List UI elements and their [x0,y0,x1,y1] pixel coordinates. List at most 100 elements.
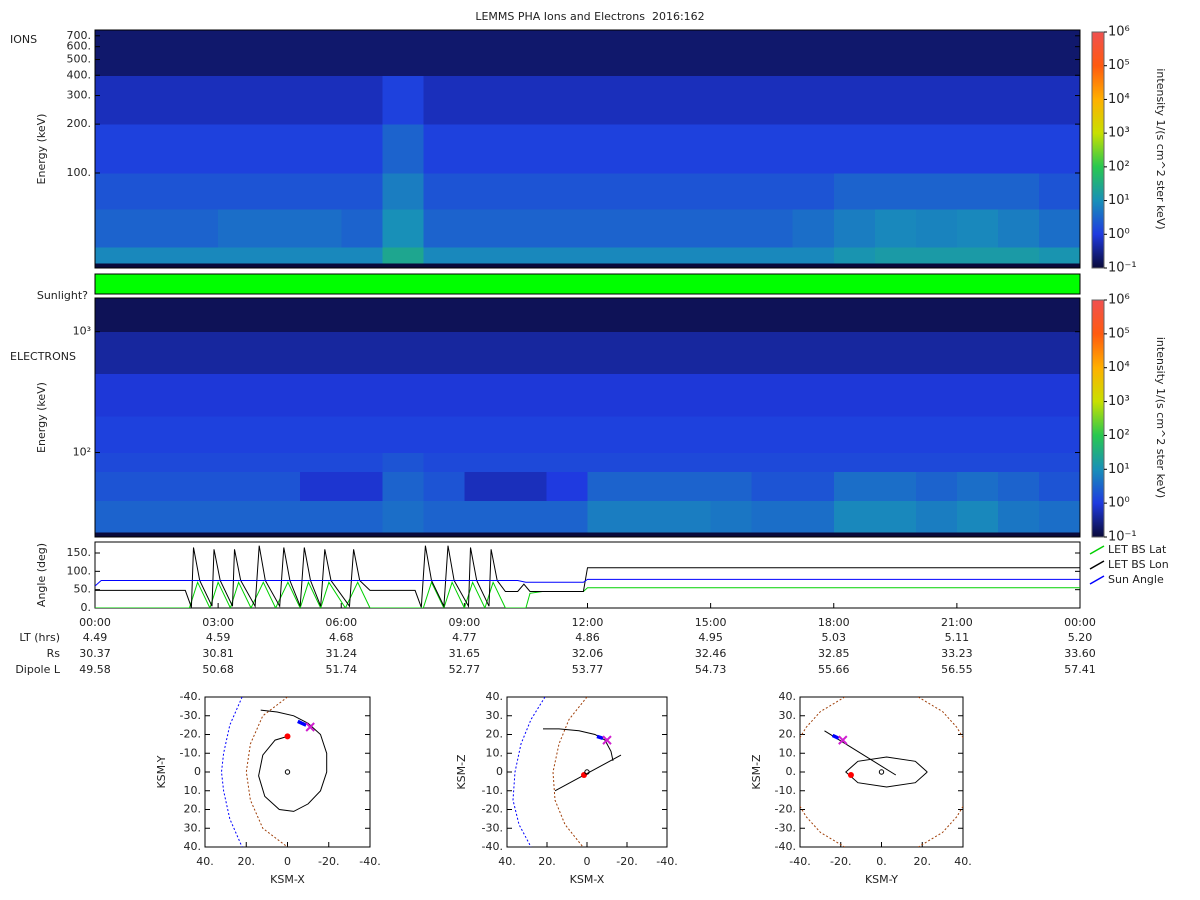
heatmap-cell [833,75,876,125]
heatmap-cell [751,209,794,248]
heatmap-cell [300,173,342,210]
y-tick-label: 50. [74,583,92,596]
heatmap-cell [587,173,630,210]
heatmap-cell [382,471,424,502]
heatmap-cell [669,124,712,174]
heatmap-cell [300,298,342,333]
heatmap-cell [300,500,342,533]
heatmap-cell [669,209,712,248]
x-axis-label: KSM-Y [865,873,898,886]
heatmap-cell [259,75,301,125]
heatmap-cell [874,173,917,210]
heatmap-cell [587,298,630,333]
ephemeris-value: 57.41 [1064,663,1096,676]
heatmap-cell [177,124,219,174]
heatmap-cell [464,331,506,375]
heatmap-cell [997,298,1040,333]
y-tick-label: 40. [486,690,504,703]
heatmap-cell [915,75,958,125]
heatmap-cell [300,531,342,538]
x-tick-label: 12:00 [572,616,604,629]
heatmap-cell [300,452,342,472]
x-tick-label: 09:00 [449,616,481,629]
heatmap-cell [136,331,178,375]
y-tick-label: -10. [775,784,796,797]
heatmap-cell [423,262,465,269]
heatmap-cell [505,173,547,210]
heatmap-cell [833,373,876,417]
heatmap-cell [259,209,301,248]
y-tick-label: 20. [184,803,202,816]
heatmap-cell [997,331,1040,375]
heatmap-cell [177,209,219,248]
heatmap-cell [464,262,506,269]
heatmap-cell [915,531,958,538]
heatmap-cell [956,75,999,125]
heatmap-cell [915,247,958,264]
colorbar-tick-label: 10⁰ [1108,496,1130,511]
heatmap-cell [997,75,1040,125]
heatmap-cell [382,373,424,417]
heatmap-cell [669,247,712,264]
series-line [596,734,604,740]
heatmap-cell [628,471,671,502]
series-line [245,697,288,847]
colorbar-tick-label: 10⁶ [1108,25,1130,40]
series-line [297,719,307,727]
heatmap-cell [792,416,835,454]
y-tick-label: 10. [486,746,504,759]
heatmap-cell [423,209,465,248]
y-tick-label: -40. [180,690,201,703]
heatmap-cell [218,452,260,472]
heatmap-cell [423,298,465,333]
colorbar [1091,299,1105,538]
heatmap-cell [95,30,137,76]
heatmap-cell [423,75,465,125]
heatmap-cell [259,452,301,472]
heatmap-cell [382,173,424,210]
heatmap-cell [751,30,794,76]
heatmap-cell [218,331,260,375]
heatmap-cell [751,416,794,454]
marker [581,772,587,778]
heatmap-cell [505,471,547,502]
heatmap-cell [628,30,671,76]
series-line [831,733,840,740]
heatmap-cell [915,262,958,269]
x-tick-label: 03:00 [202,616,234,629]
plot-frame [506,696,668,848]
heatmap-cell [464,75,506,125]
x-tick-label: 40. [954,855,972,868]
heatmap-cell [218,30,260,76]
heatmap-cell [341,262,383,269]
heatmap-cell [833,209,876,248]
heatmap-cell [464,247,506,264]
heatmap-cell [218,373,260,417]
heatmap-cell [259,500,301,533]
colorbar-tick-label: 10² [1108,428,1130,443]
heatmap-cell [669,373,712,417]
heatmap-cell [628,75,671,125]
heatmap-cell [505,247,547,264]
heatmap-cell [505,262,547,269]
ephemeris-label: Rs [47,647,61,660]
heatmap-cell [546,124,588,174]
heatmap-cell [628,531,671,538]
heatmap-cell [382,75,424,125]
y-tick-label: 400. [67,68,92,81]
heatmap-cell [546,500,588,533]
heatmap-cell [1038,209,1081,248]
heatmap-cell [956,452,999,472]
heatmap-cell [505,331,547,375]
heatmap-cell [1038,531,1081,538]
y-axis-label: KSM-Z [750,754,763,790]
heatmap-cell [956,373,999,417]
heatmap-cell [669,262,712,269]
heatmap-cell [423,173,465,210]
legend-label: LET BS Lat [1108,543,1167,556]
ephemeris-label: Dipole L [15,663,61,676]
heatmap-cell [874,331,917,375]
heatmap-cell [833,331,876,375]
x-tick-label: 0. [876,855,887,868]
heatmap-cell [505,209,547,248]
